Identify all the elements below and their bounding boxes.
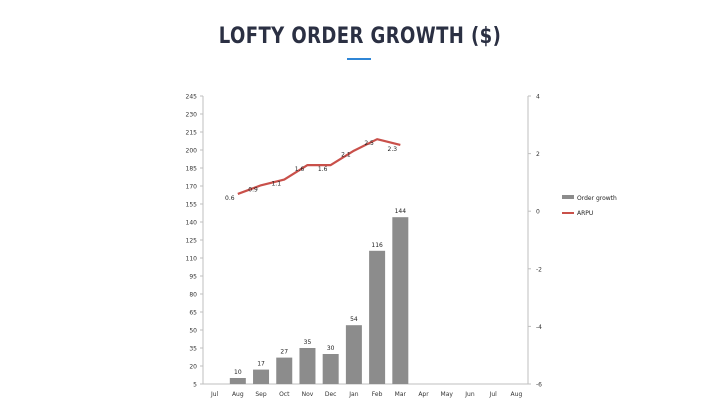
bar-data-label: 144 bbox=[395, 208, 407, 215]
line-data-label: 1.6 bbox=[295, 166, 305, 173]
line-data-label: 1.6 bbox=[318, 166, 328, 173]
line-data-label: 1.1 bbox=[271, 181, 281, 188]
left-tick-label: 50 bbox=[189, 328, 197, 335]
bar-data-label: 30 bbox=[327, 345, 335, 352]
left-tick-label: 125 bbox=[186, 238, 198, 245]
left-tick-label: 215 bbox=[186, 130, 198, 137]
bar-data-label: 17 bbox=[257, 361, 265, 368]
slide-title: LOFTY ORDER GROWTH ($) bbox=[218, 24, 502, 49]
x-tick-label: Nov bbox=[302, 391, 314, 398]
left-tick-label: 170 bbox=[186, 184, 198, 191]
right-tick-label: -2 bbox=[536, 266, 542, 273]
left-tick-label: 5 bbox=[193, 382, 197, 389]
left-tick-label: 20 bbox=[189, 364, 197, 371]
right-tick-label: 4 bbox=[536, 94, 540, 101]
chart-axes: 5203550658095110125140155170185200215230… bbox=[186, 94, 543, 399]
bar-data-label: 10 bbox=[234, 369, 242, 376]
x-tick-label: Feb bbox=[372, 391, 383, 398]
left-tick-label: 200 bbox=[186, 148, 198, 155]
bar bbox=[229, 378, 246, 384]
left-tick-label: 185 bbox=[186, 166, 198, 173]
x-tick-label: Apr bbox=[418, 391, 429, 398]
left-tick-label: 140 bbox=[186, 220, 198, 227]
right-tick-label: -4 bbox=[536, 324, 542, 331]
bar bbox=[299, 348, 316, 384]
x-tick-label: Sep bbox=[255, 391, 267, 398]
chart-legend: Order growth ARPU bbox=[562, 195, 617, 217]
bar-series: 10 17 27 35 30 54 116 144 bbox=[229, 208, 409, 384]
x-tick-label: May bbox=[441, 391, 454, 398]
line-data-label: 2.1 bbox=[341, 152, 351, 159]
right-tick-label: -6 bbox=[536, 382, 542, 389]
left-tick-label: 110 bbox=[186, 256, 198, 263]
bar-data-label: 116 bbox=[371, 242, 383, 249]
x-tick-label: Jan bbox=[348, 391, 358, 398]
x-tick-label: Mar bbox=[395, 391, 407, 398]
line-data-label: 0.6 bbox=[225, 195, 235, 202]
left-tick-label: 35 bbox=[189, 346, 197, 353]
x-tick-label: Jul bbox=[210, 391, 219, 398]
title-underline bbox=[347, 58, 371, 60]
x-tick-label: Dec bbox=[325, 391, 337, 398]
bar-data-label: 27 bbox=[280, 349, 288, 356]
right-tick-label: 0 bbox=[536, 209, 540, 216]
bar bbox=[276, 357, 293, 384]
left-tick-label: 245 bbox=[186, 94, 198, 101]
x-tick-label: Jun bbox=[464, 391, 475, 398]
left-tick-label: 65 bbox=[189, 310, 197, 317]
x-tick-label: Jul bbox=[489, 391, 498, 398]
x-tick-label: Aug bbox=[511, 391, 523, 398]
legend-label-line: ARPU bbox=[577, 210, 593, 217]
x-tick-label: Oct bbox=[279, 391, 290, 398]
arpu-line bbox=[237, 138, 401, 195]
x-tick-label: Aug bbox=[232, 391, 244, 398]
left-tick-label: 230 bbox=[186, 112, 198, 119]
line-series: 0.6 0.9 1.1 1.6 1.6 2.1 2.5 2.3 bbox=[225, 138, 401, 202]
bar bbox=[369, 250, 386, 384]
right-tick-label: 2 bbox=[536, 151, 540, 158]
left-tick-label: 80 bbox=[189, 292, 197, 299]
line-data-label: 2.5 bbox=[364, 140, 374, 147]
bar-data-label: 35 bbox=[304, 339, 312, 346]
legend-label-bar: Order growth bbox=[577, 195, 617, 202]
bar bbox=[345, 325, 362, 384]
bar bbox=[322, 354, 339, 384]
line-data-label: 2.3 bbox=[388, 146, 398, 153]
line-data-label: 0.9 bbox=[248, 186, 258, 193]
left-tick-label: 155 bbox=[186, 202, 198, 209]
bar bbox=[392, 217, 409, 384]
bar-data-label: 54 bbox=[350, 316, 358, 323]
left-tick-label: 95 bbox=[189, 274, 197, 281]
bar bbox=[253, 369, 270, 384]
legend-swatch-bar bbox=[562, 195, 574, 199]
